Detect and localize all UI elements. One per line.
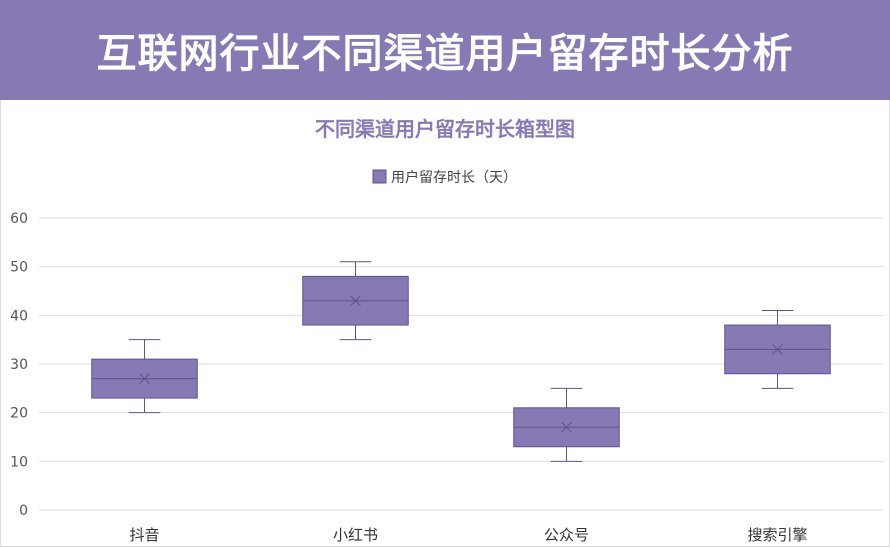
page-title: 互联网行业不同渠道用户留存时长分析 [96,31,794,77]
legend[interactable]: 用户留存时长（天） [372,169,517,186]
page-header: 互联网行业不同渠道用户留存时长分析 [0,0,890,100]
mean-marker [772,344,783,355]
mean-marker [139,373,150,384]
chart-title: 不同渠道用户留存时长箱型图 [315,117,575,141]
x-axis: 抖音 小红书 公众号 搜索引擎 [129,526,807,544]
x-tick-label: 抖音 [129,526,159,544]
mean-marker [561,421,572,433]
box-3 [513,387,620,462]
box-4 [724,309,831,389]
y-tick-label: 20 [10,406,28,422]
y-tick-label: 40 [10,308,28,324]
x-tick-label: 小红书 [333,526,378,544]
legend-swatch [372,169,387,184]
legend-label: 用户留存时长（天） [391,169,517,186]
y-tick-label: 0 [19,503,28,519]
chart-panel: 不同渠道用户留存时长箱型图 用户留存时长（天） 0 10 20 30 40 50 60 抖音… [0,100,890,547]
x-tick-label: 搜索引擎 [747,526,807,544]
box-plot-chart: 不同渠道用户留存时长箱型图 用户留存时长（天） 0 10 20 30 40 50 60 抖音… [10,117,883,544]
y-tick-label: 10 [10,454,28,470]
y-tick-label: 30 [10,357,28,373]
y-tick-label: 50 [10,260,28,276]
y-tick-label: 60 [10,211,28,227]
y-axis: 0 10 20 30 40 50 60 [10,211,28,519]
x-tick-label: 公众号 [544,526,589,544]
box-2 [302,261,409,341]
boxes [91,261,831,462]
mean-marker [350,295,361,307]
box-1 [91,339,198,414]
